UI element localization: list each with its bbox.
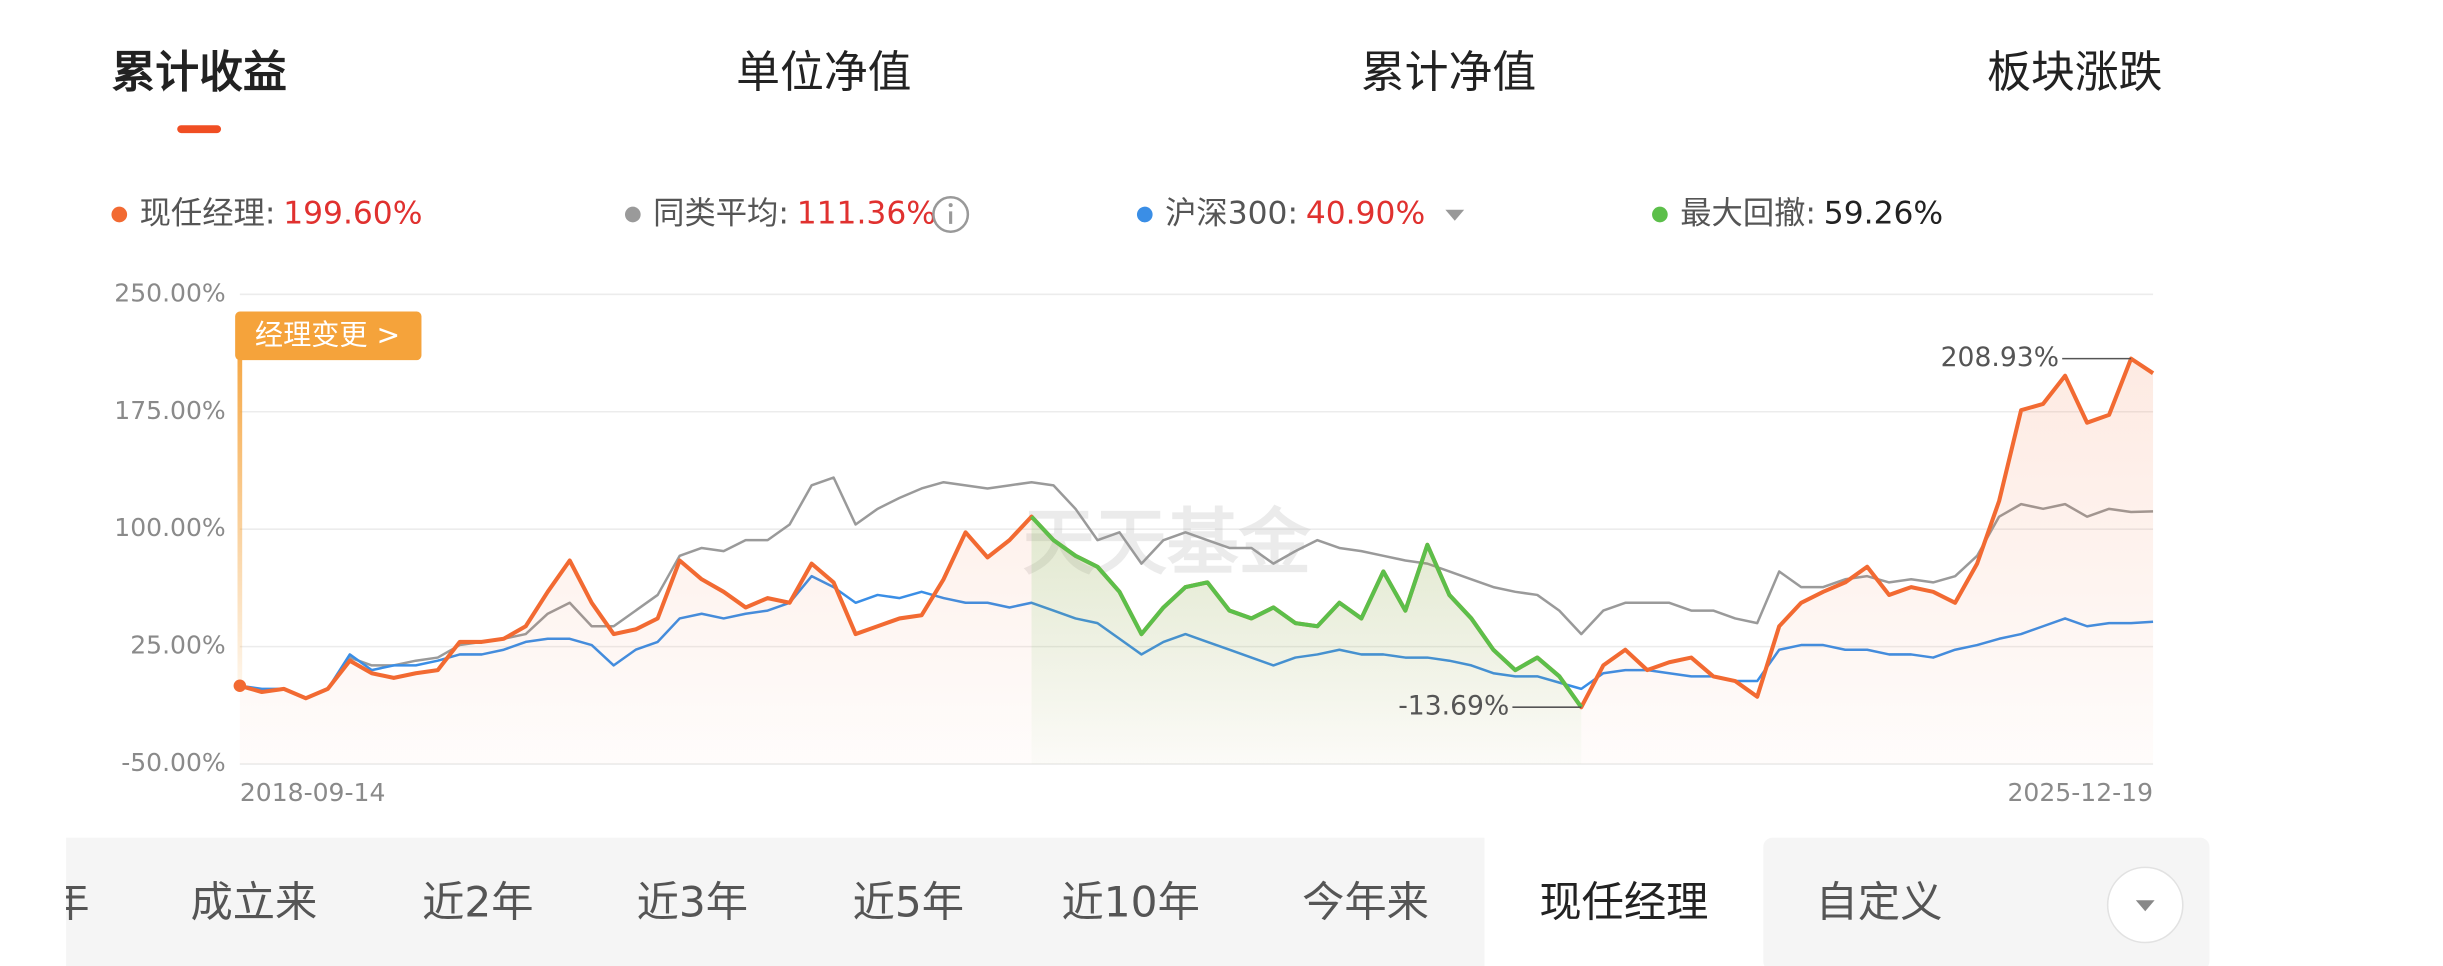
legend-name: 同类平均 [653, 195, 778, 231]
legend-dot [1136, 206, 1153, 223]
area [1031, 516, 1582, 765]
period-tab[interactable]: 现任经理 [1539, 877, 1708, 926]
period-tab[interactable]: 自定义 [1816, 877, 1943, 926]
legend-dot [111, 206, 128, 223]
legend-dropdown[interactable] [1445, 209, 1465, 221]
y-tick-label: 100.00% [114, 513, 225, 542]
legend-value: 111.36% [797, 195, 936, 231]
legend-name: 沪深300 [1165, 195, 1287, 231]
legend-item: 同类平均: 111.36% [653, 195, 936, 231]
legend-item: 现任经理: 199.60% [140, 195, 423, 231]
y-tick-label: 25.00% [130, 631, 226, 660]
legend-separator: : [1805, 195, 1816, 231]
y-tick-label: -50.00% [121, 748, 226, 777]
period-tab[interactable]: 近10年 [1062, 877, 1200, 926]
value-label: -13.69% [1398, 691, 1509, 722]
info-icon[interactable] [932, 196, 970, 233]
period-tab[interactable]: 今年来 [1302, 877, 1429, 926]
annotation-box[interactable] [235, 311, 422, 361]
legend-name: 最大回撤 [1680, 195, 1805, 231]
period-tab[interactable]: 近2年 [422, 877, 533, 926]
tab[interactable]: 累计收益 [111, 47, 286, 98]
chart: -50.00% 25.00% 100.00% 175.00% 250.00% 2018-0… [111, 195, 2155, 807]
info-icon-dot [948, 203, 953, 208]
legend-item: 最大回撤: 59.26% [1680, 195, 1943, 231]
legend-value: 59.26% [1824, 195, 1943, 231]
tab-active-bg [1484, 837, 1764, 966]
legend-value: 40.90% [1306, 195, 1425, 231]
period-tabs: 近1年 成立来 近2年 近3年 近5年 近10年 今年来 现任经理 自定义 [0, 837, 1943, 966]
tab[interactable]: 板块涨跌 [1987, 47, 2162, 98]
legend-dot [624, 206, 641, 223]
period-tab[interactable]: 近3年 [637, 877, 748, 926]
tab[interactable]: 单位净值 [736, 47, 911, 98]
tab-bg [66, 837, 1485, 966]
x-tick-label: 2018-09-14 [240, 778, 386, 807]
legend-name: 现任经理 [140, 195, 265, 231]
legend-separator: : [1287, 195, 1298, 231]
period-tab[interactable]: 近1年 [0, 877, 90, 926]
line [1030, 515, 1583, 709]
annotation[interactable]: 经理变更 > [255, 319, 400, 352]
tab-bg [1763, 837, 2210, 966]
tab-indicator [177, 125, 222, 134]
legend-separator: : [265, 195, 276, 231]
y-tick-label: 175.00% [114, 396, 225, 425]
manager-marker [237, 331, 243, 686]
dropdown-arrow [2135, 900, 2155, 912]
period-bar: 近1年 成立来 近2年 近3年 近5年 近10年 今年来 现任经理 自定义 [0, 837, 2210, 966]
value-label: 208.93% [1941, 342, 2059, 373]
y-tick-label: 250.00% [114, 278, 225, 307]
period-tab[interactable]: 近5年 [853, 877, 964, 926]
legend-dot [1652, 206, 1668, 223]
top-tabs: 累计收益 单位净值 累计净值 板块涨跌 [111, 47, 2162, 98]
legend-item: 沪深300: 40.90% [1165, 195, 1425, 231]
legend-separator: : [778, 195, 789, 231]
start-point [233, 679, 247, 693]
tab[interactable]: 累计净值 [1361, 47, 1536, 98]
x-tick-label: 2025-12-19 [2007, 778, 2153, 807]
period-tab[interactable]: 成立来 [191, 877, 318, 926]
legend-value: 199.60% [283, 195, 422, 231]
